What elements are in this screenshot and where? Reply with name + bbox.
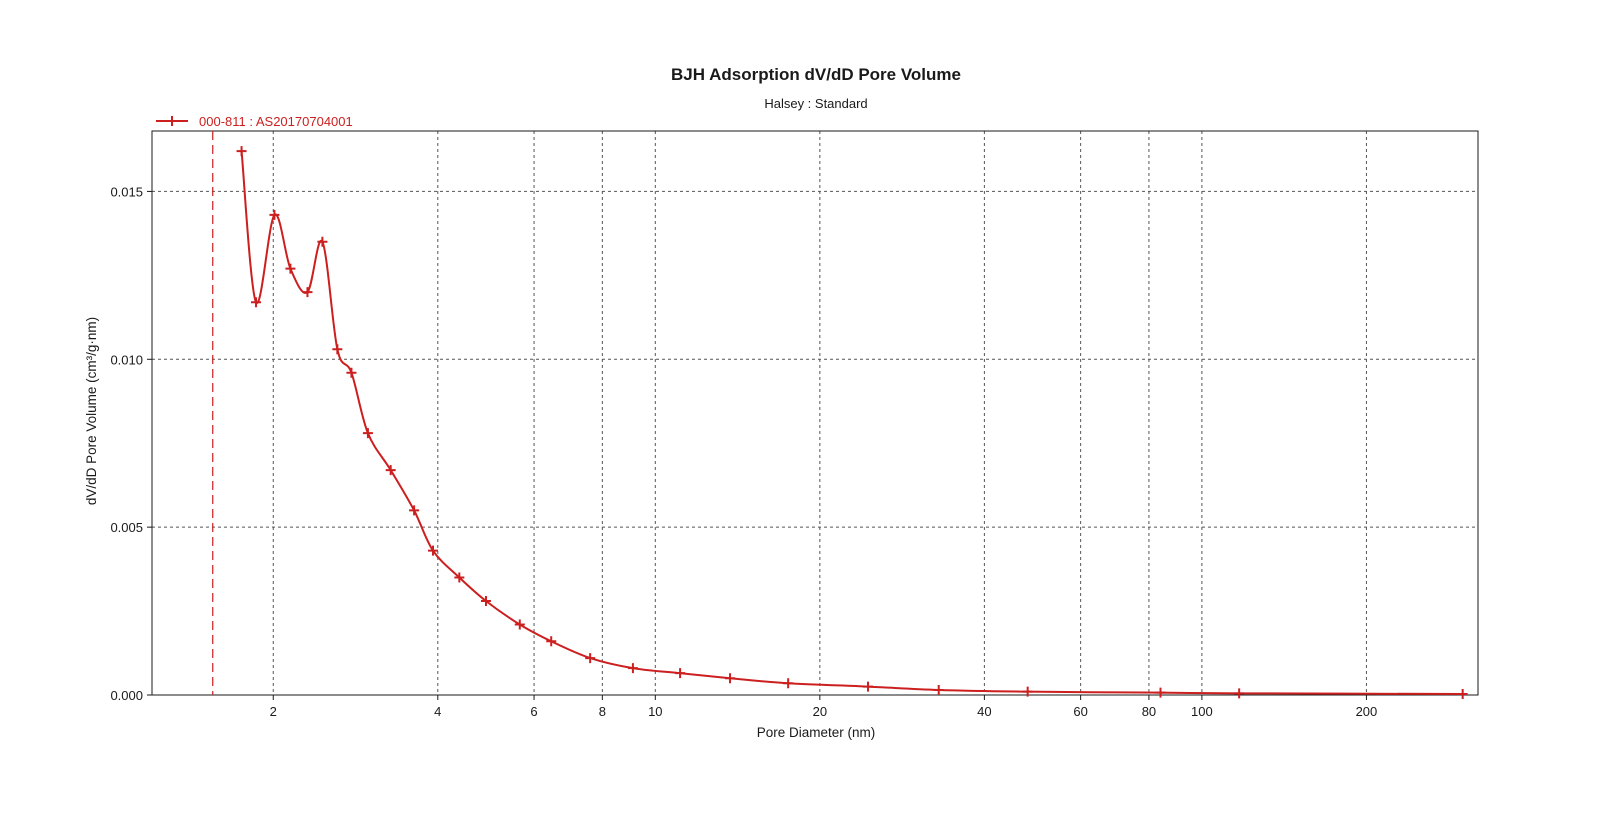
data-point [317,236,328,247]
data-point [269,209,280,220]
data-point [236,146,247,157]
axis-ticks: 2 4 6 8 10 20 40 60 80 100 200 0.000 0.005 0.010 0.015 [110,184,1377,719]
chart-title: BJH Adsorption dV/dD Pore Volume [671,65,961,84]
data-point [285,263,296,274]
data-point [480,596,491,606]
data-point [302,287,313,298]
data-point [627,663,638,674]
x-tick-label: 40 [977,704,991,719]
x-tick-label: 2 [270,704,277,719]
x-tick-label: 200 [1356,704,1378,719]
y-tick-label: 0.010 [110,352,143,367]
grid-lines [152,131,1478,695]
data-point [1457,688,1468,699]
x-tick-label: 80 [1142,704,1156,719]
data-point [251,297,262,308]
plot-frame [151,130,1479,696]
data-point [725,673,736,684]
series-group [236,146,1468,699]
x-tick-label: 20 [813,704,827,719]
series-line [240,151,1463,695]
legend: 000-811 : AS20170704001 [156,114,353,129]
data-point [1022,686,1033,697]
legend-marker-swatch [167,116,177,126]
data-point [362,428,373,439]
x-axis-label: Pore Diameter (nm) [757,725,876,740]
data-point [675,668,686,679]
data-point [409,505,420,516]
data-point [1155,687,1166,698]
data-point [332,344,343,355]
x-tick-label: 6 [530,704,537,719]
x-tick-label: 60 [1073,704,1087,719]
data-point [585,653,596,664]
y-tick-label: 0.000 [110,688,143,703]
data-point [1234,688,1245,699]
y-tick-label: 0.005 [110,520,143,535]
legend-label: 000-811 : AS20170704001 [199,114,353,129]
x-tick-label: 4 [434,704,441,719]
chart-subtitle: Halsey : Standard [764,96,867,111]
x-tick-label: 8 [599,704,606,719]
data-point [514,619,525,630]
data-point [346,367,357,378]
data-point [933,684,944,695]
data-point [546,636,557,647]
x-tick-label: 10 [648,704,662,719]
data-point [454,572,465,583]
data-point [783,678,794,689]
data-point [428,545,439,556]
y-axis-label: dV/dD Pore Volume (cm³/g·nm) [84,317,99,505]
y-tick-label: 0.015 [110,184,143,199]
x-tick-label: 100 [1191,704,1213,719]
data-point [385,465,396,476]
data-point [863,681,874,692]
